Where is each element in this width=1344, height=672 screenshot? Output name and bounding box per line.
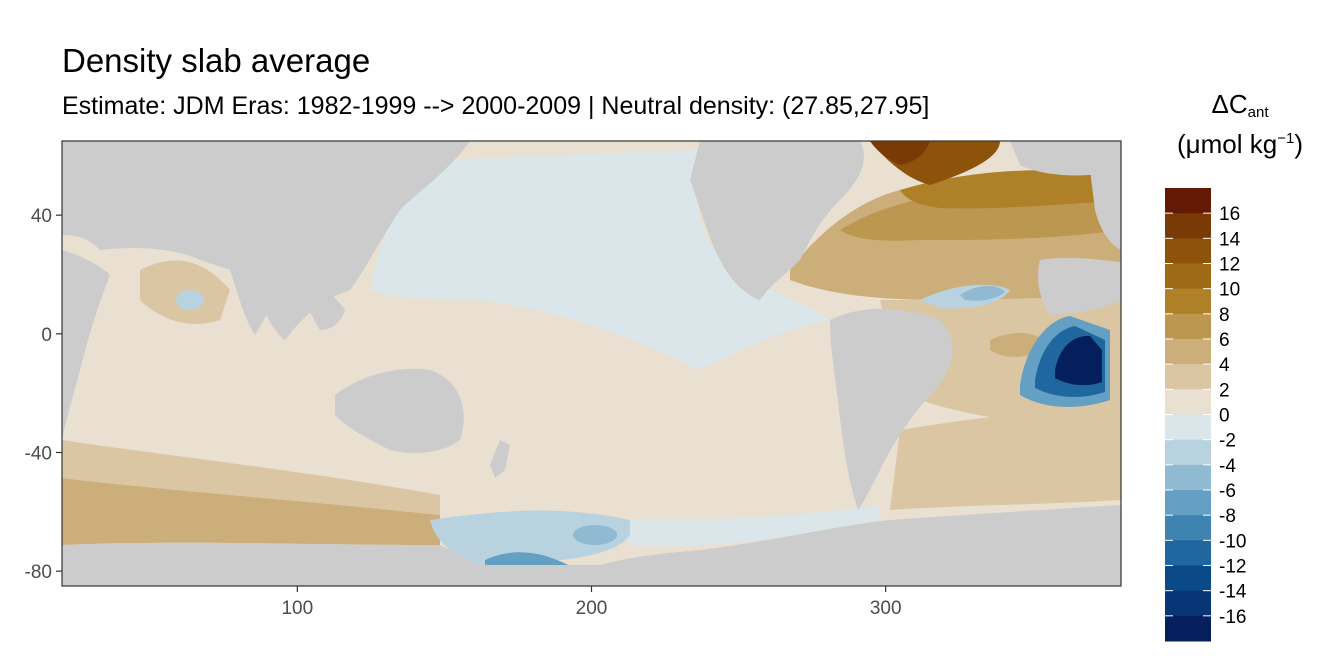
legend-unit-sup: −1 — [1277, 129, 1295, 147]
legend-swatch — [1165, 439, 1211, 466]
land-africa-east — [1038, 257, 1121, 315]
legend-swatch — [1165, 288, 1211, 315]
southern-ocean-band-2 — [62, 440, 440, 515]
legend-unit: (μmol kg−1) — [1160, 125, 1320, 164]
legend-break-label: 6 — [1219, 330, 1230, 351]
land-new-zealand — [490, 440, 510, 478]
legend-swatch — [1165, 238, 1211, 264]
y-tick-label: 0 — [41, 325, 52, 346]
legend-break-label: 2 — [1219, 380, 1230, 401]
land-africa-west — [62, 250, 110, 440]
land-north-america — [690, 141, 864, 300]
southern-ocean-band — [62, 478, 440, 545]
y-tick-label: -80 — [25, 562, 52, 583]
land-se-asia — [300, 280, 345, 330]
chart-subtitle: Estimate: JDM Eras: 1982-1999 --> 2000-2… — [62, 92, 930, 120]
legend-swatch — [1165, 565, 1211, 592]
legend-break-label: 10 — [1219, 280, 1240, 301]
legend-break-label: 16 — [1219, 204, 1240, 225]
legend-break-label: -14 — [1219, 582, 1247, 603]
legend-colorbar — [1165, 188, 1211, 642]
legend-swatch — [1165, 213, 1211, 239]
legend-break-label: 4 — [1219, 355, 1230, 376]
legend-break-label: 0 — [1219, 406, 1230, 427]
subpolar-gyre — [900, 165, 1121, 209]
land-masses — [62, 141, 1121, 586]
land-south-america — [830, 308, 953, 510]
legend-unit-suffix: ) — [1294, 128, 1303, 159]
legend-labels: 16 14 12 10 8 6 4 2 0 -2 -4 -6 -8 -10 -12 -14 -16 — [1165, 204, 1247, 628]
ross-sea-region — [430, 510, 632, 565]
gulf-of-guinea-core — [1055, 335, 1102, 386]
land-india — [230, 270, 280, 335]
legend-break-label: 14 — [1219, 229, 1241, 250]
legend-break-label: -12 — [1219, 557, 1246, 578]
legend-swatch — [1165, 313, 1211, 340]
x-tick-label: 200 — [576, 598, 608, 619]
legend-variable-sub: ant — [1247, 104, 1269, 121]
legend-break-label: 12 — [1219, 255, 1240, 276]
legend-swatch — [1165, 540, 1211, 566]
legend-variable: ΔCant — [1160, 85, 1320, 125]
arabian-sea-spot — [176, 290, 204, 310]
legend-break-label: -6 — [1219, 481, 1236, 502]
south-pacific-strip — [630, 505, 880, 547]
y-axis: 40 0 -40 -80 — [25, 206, 62, 583]
legend-swatch — [1165, 490, 1211, 516]
legend-unit-prefix: (μmol kg — [1177, 128, 1278, 159]
legend-break-label: 8 — [1219, 305, 1230, 326]
ross-sea-core — [573, 525, 617, 545]
south-atlantic — [890, 405, 1121, 510]
legend-swatch — [1165, 515, 1211, 541]
legend-swatch — [1165, 615, 1211, 642]
legend-swatch — [1165, 464, 1211, 491]
x-tick-label: 300 — [870, 598, 902, 619]
legend-swatch — [1165, 263, 1211, 290]
x-tick-label: 100 — [281, 598, 313, 619]
legend-swatch — [1165, 339, 1211, 365]
legend-title: ΔCant (μmol kg−1) — [1160, 85, 1320, 164]
land-eurasia — [62, 141, 470, 340]
labrador-sea — [870, 141, 930, 165]
legend-swatch — [1165, 414, 1211, 441]
legend-break-label: -10 — [1219, 531, 1246, 552]
land-europe — [1090, 160, 1121, 250]
atlantic-jet-core — [960, 285, 1005, 301]
y-tick-label: 40 — [31, 206, 52, 227]
legend-break-label: -2 — [1219, 431, 1236, 452]
legend-break-label: -8 — [1219, 506, 1236, 527]
legend-break-label: -4 — [1219, 456, 1236, 477]
ross-sea-shelf — [485, 552, 570, 566]
land-australia — [335, 368, 464, 453]
legend-swatch — [1165, 389, 1211, 415]
legend-variable-main: ΔC — [1211, 89, 1248, 119]
y-tick-label: -40 — [25, 444, 52, 465]
legend-swatch — [1165, 364, 1211, 390]
legend-break-label: -16 — [1219, 607, 1246, 628]
land-greenland — [1010, 141, 1121, 176]
north-pacific-region — [370, 150, 830, 370]
legend-swatch — [1165, 188, 1211, 214]
plot-panel — [62, 141, 1121, 586]
land-antarctica — [62, 505, 1121, 586]
x-axis: 100 200 300 — [281, 586, 902, 619]
legend-swatch — [1165, 590, 1211, 617]
chart-title: Density slab average — [62, 42, 371, 79]
